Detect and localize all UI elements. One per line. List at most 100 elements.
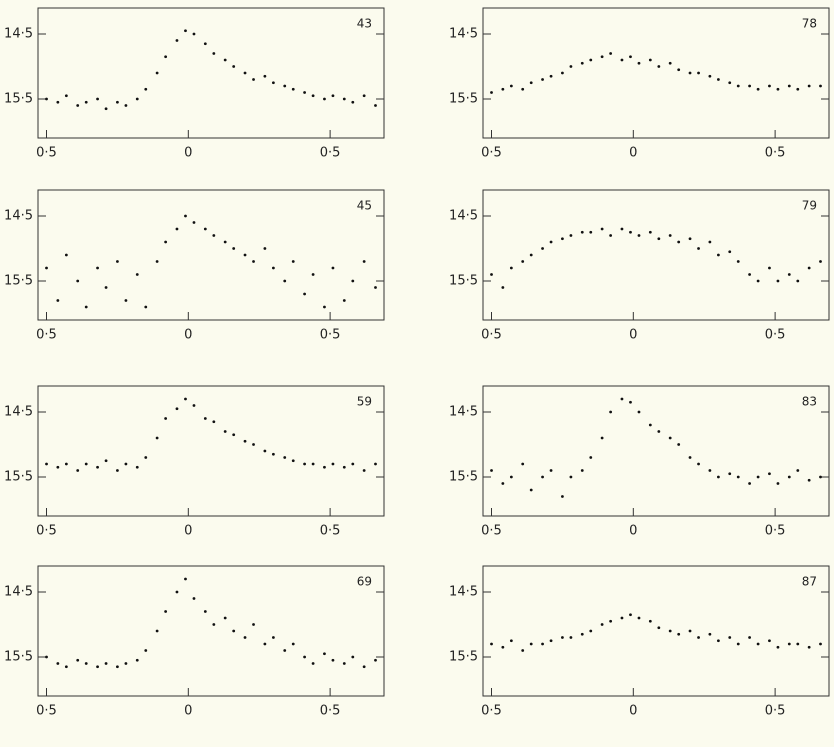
data-point bbox=[569, 475, 573, 479]
data-point bbox=[135, 465, 139, 469]
y-tick-label: 14·5 bbox=[449, 209, 478, 224]
data-point bbox=[708, 632, 712, 636]
data-point bbox=[807, 645, 811, 649]
data-point bbox=[561, 495, 564, 498]
data-point bbox=[56, 465, 60, 469]
data-point bbox=[116, 665, 119, 669]
x-tick-label: 0·5 bbox=[36, 524, 57, 539]
data-point bbox=[323, 652, 326, 656]
data-point bbox=[549, 639, 553, 643]
panel-label: 59 bbox=[357, 395, 372, 409]
plot-frame bbox=[482, 565, 830, 697]
data-point bbox=[303, 655, 306, 659]
data-point bbox=[124, 104, 128, 107]
data-point bbox=[776, 87, 780, 91]
data-point bbox=[657, 430, 661, 433]
data-point bbox=[819, 475, 822, 479]
y-tick-label: 15·5 bbox=[449, 650, 478, 665]
data-point bbox=[155, 436, 159, 440]
panel-label: 78 bbox=[802, 17, 817, 31]
data-point bbox=[787, 84, 791, 88]
x-tick-label: 0 bbox=[629, 704, 637, 719]
data-point bbox=[374, 462, 377, 466]
data-point bbox=[104, 459, 108, 463]
data-point bbox=[716, 253, 720, 257]
data-point bbox=[708, 240, 712, 244]
x-tick-label: 0·5 bbox=[481, 146, 502, 161]
x-tick-label: 0·5 bbox=[481, 704, 502, 719]
data-point bbox=[648, 230, 652, 234]
data-point bbox=[283, 279, 287, 283]
data-point bbox=[580, 469, 584, 472]
data-point bbox=[776, 645, 780, 649]
data-point bbox=[291, 642, 295, 646]
data-point bbox=[796, 642, 800, 646]
x-tick-label: 0·5 bbox=[765, 146, 786, 161]
data-point bbox=[648, 423, 652, 427]
data-point bbox=[569, 65, 573, 68]
y-tick-label: 14·5 bbox=[4, 585, 33, 600]
data-point bbox=[184, 397, 187, 401]
data-point bbox=[736, 260, 740, 263]
data-point bbox=[620, 227, 624, 231]
data-point bbox=[580, 632, 584, 636]
data-point bbox=[589, 230, 593, 234]
x-tick-label: 0 bbox=[184, 704, 192, 719]
data-point bbox=[252, 260, 255, 263]
data-point bbox=[331, 462, 335, 466]
data-point bbox=[263, 642, 267, 646]
data-point bbox=[232, 65, 236, 68]
data-point bbox=[609, 52, 613, 55]
plot-frame bbox=[37, 565, 385, 697]
data-point bbox=[509, 84, 513, 88]
data-point bbox=[541, 642, 544, 646]
data-point bbox=[203, 42, 207, 46]
data-point bbox=[124, 662, 128, 665]
data-point bbox=[657, 237, 661, 241]
x-tick-label: 0 bbox=[629, 524, 637, 539]
data-point bbox=[677, 68, 681, 72]
data-point bbox=[697, 462, 700, 466]
data-point bbox=[252, 623, 255, 626]
data-point bbox=[342, 465, 346, 469]
data-point bbox=[351, 100, 355, 104]
data-point bbox=[541, 78, 544, 81]
data-point bbox=[728, 636, 732, 639]
y-tick-label: 15·5 bbox=[4, 274, 33, 289]
data-point bbox=[697, 247, 700, 250]
data-point bbox=[708, 74, 712, 78]
data-point bbox=[609, 234, 613, 237]
data-point bbox=[116, 260, 119, 263]
data-point bbox=[736, 642, 740, 646]
data-point bbox=[124, 462, 128, 466]
data-point bbox=[748, 273, 751, 276]
x-tick-label: 0 bbox=[629, 328, 637, 343]
data-point bbox=[529, 81, 533, 85]
x-tick-label: 0·5 bbox=[481, 328, 502, 343]
data-point bbox=[283, 649, 287, 652]
data-point bbox=[203, 417, 207, 420]
data-point bbox=[541, 247, 544, 250]
plot-frame bbox=[37, 7, 385, 139]
data-point bbox=[192, 404, 196, 407]
data-point bbox=[175, 227, 179, 231]
data-point bbox=[768, 84, 771, 88]
data-point bbox=[521, 87, 525, 91]
data-point bbox=[342, 97, 346, 101]
data-point bbox=[580, 61, 584, 65]
data-point bbox=[756, 87, 760, 91]
data-point bbox=[84, 462, 88, 466]
data-point bbox=[331, 658, 335, 662]
data-point bbox=[184, 214, 187, 218]
data-point bbox=[232, 433, 236, 437]
data-point bbox=[529, 642, 533, 646]
data-point bbox=[819, 84, 822, 88]
data-point bbox=[509, 639, 513, 643]
data-point bbox=[362, 665, 366, 669]
data-point bbox=[45, 266, 48, 270]
data-point bbox=[135, 97, 139, 101]
data-point bbox=[243, 439, 247, 443]
data-point bbox=[104, 286, 108, 289]
data-point bbox=[243, 71, 247, 75]
data-point bbox=[501, 87, 505, 91]
